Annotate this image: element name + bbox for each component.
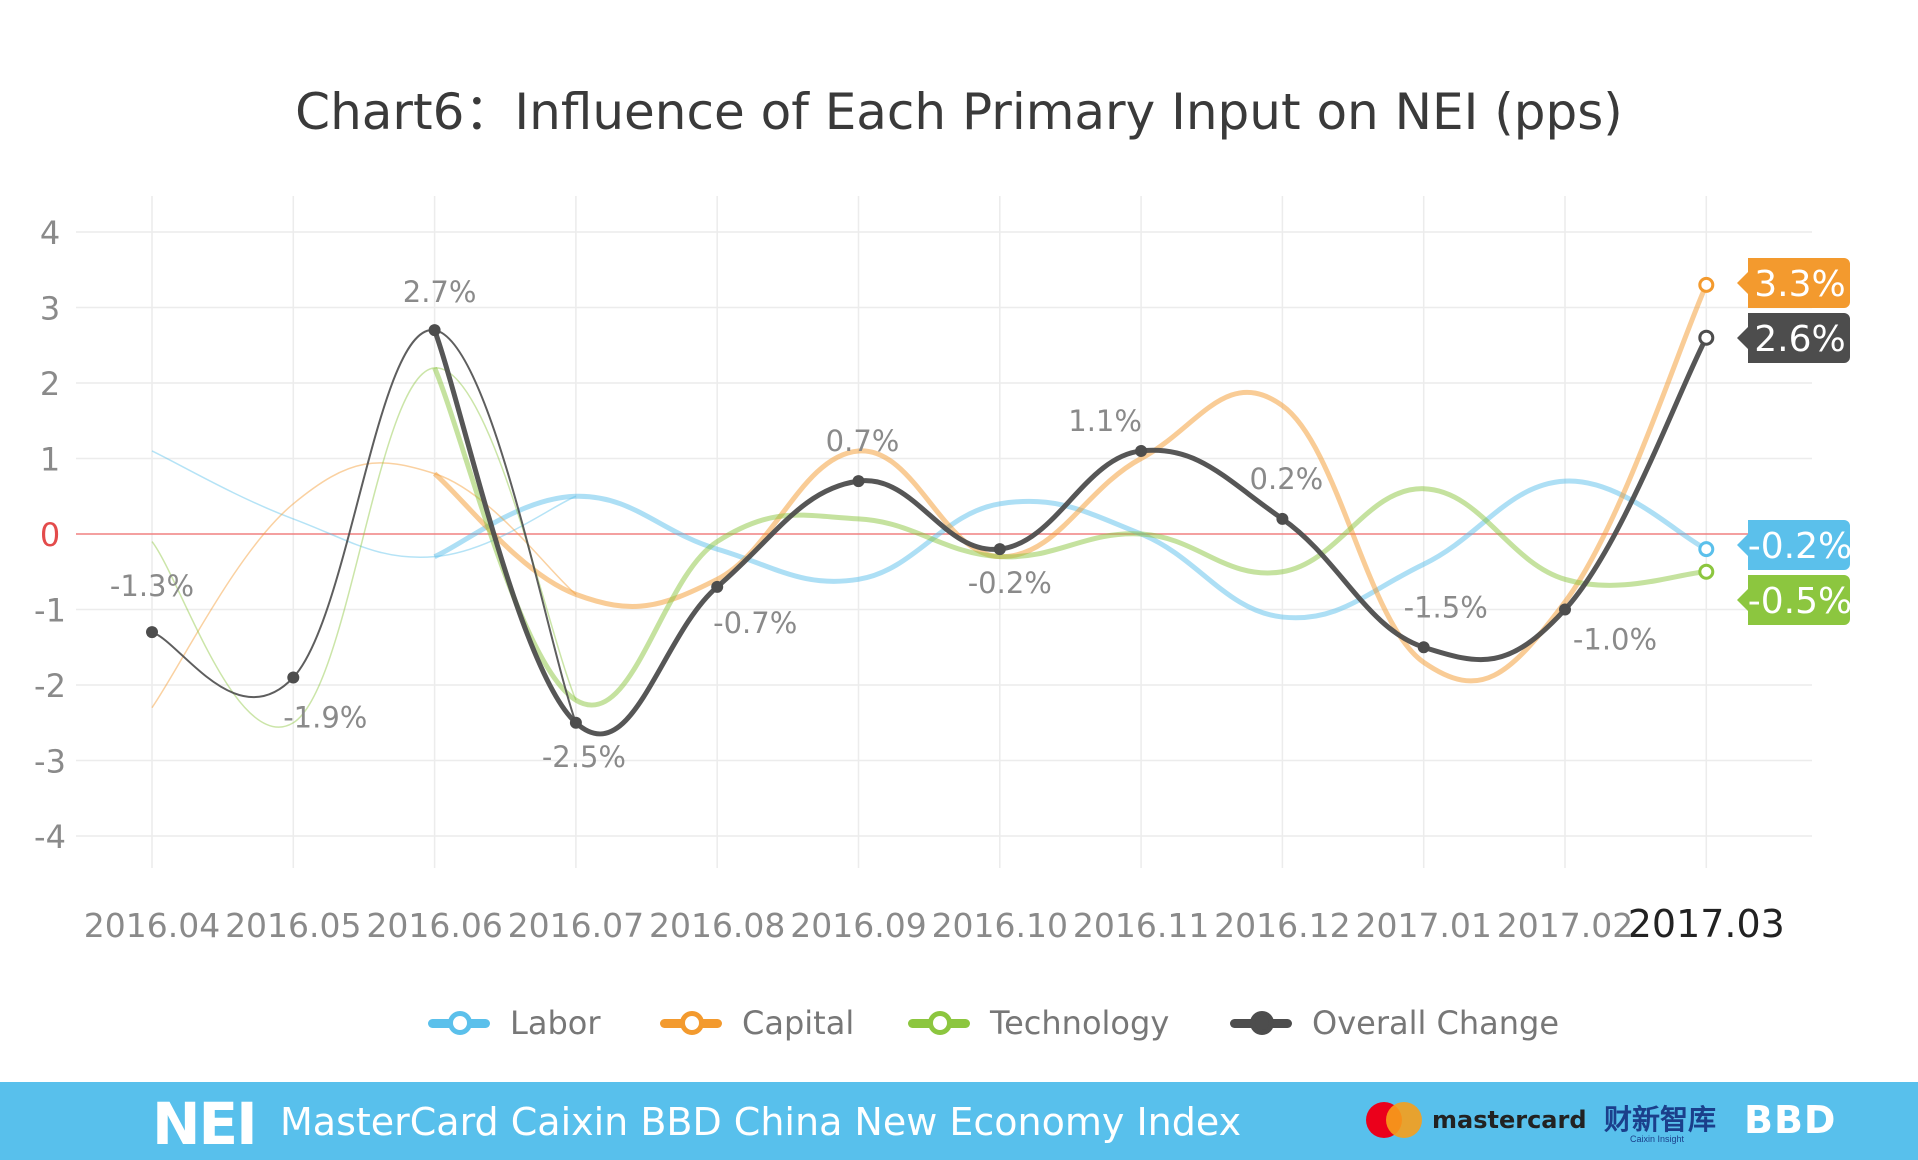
caixin-sublabel: Caixin Insight bbox=[1630, 1134, 1685, 1144]
y-tick-label: -1 bbox=[34, 592, 66, 630]
footer-title: MasterCard Caixin BBD China New Economy … bbox=[280, 1100, 1242, 1144]
end-label-badge-shape bbox=[1737, 575, 1850, 625]
y-tick-label: -4 bbox=[34, 818, 66, 856]
overall-point-marker bbox=[287, 671, 300, 684]
overall-point-marker bbox=[993, 543, 1006, 556]
data-label: 1.1% bbox=[1068, 404, 1142, 438]
series-line-start-overall-change bbox=[151, 329, 577, 724]
x-tick-label: 2016.10 bbox=[932, 906, 1068, 945]
x-tick-label: 2016.07 bbox=[508, 906, 644, 945]
overall-point-marker bbox=[146, 626, 158, 639]
data-label: 0.2% bbox=[1250, 462, 1324, 496]
legend-label-technology: Technology bbox=[990, 1004, 1170, 1042]
x-tick-label: 2016.11 bbox=[1073, 906, 1209, 945]
legend-label-labor: Labor bbox=[510, 1004, 601, 1042]
legend-item-capital[interactable]: Capital bbox=[660, 998, 854, 1048]
end-label-badge: -0.2% bbox=[1737, 520, 1852, 570]
overall-point-marker bbox=[1135, 444, 1148, 457]
data-label: 0.7% bbox=[826, 424, 900, 458]
data-label: -2.5% bbox=[542, 740, 626, 774]
series-line-start-labor bbox=[151, 450, 577, 559]
legend-item-labor[interactable]: Labor bbox=[428, 998, 600, 1048]
caixin-logo: 财新智库 bbox=[1604, 1104, 1717, 1135]
x-tick-label: 2016.09 bbox=[790, 906, 926, 945]
end-label-badge: 2.6% bbox=[1737, 313, 1850, 363]
data-label: -1.3% bbox=[110, 569, 194, 603]
y-tick-label: 4 bbox=[40, 214, 60, 252]
bbd-logo: BBD bbox=[1744, 1098, 1837, 1142]
legend-swatch-capital bbox=[660, 1011, 722, 1035]
series-end-marker-capital bbox=[1698, 276, 1715, 293]
legend-item-technology[interactable]: Technology bbox=[908, 998, 1169, 1048]
series-line-start-capital bbox=[151, 462, 577, 709]
series-line-labor bbox=[433, 478, 1708, 621]
series-line-start-technology bbox=[151, 367, 577, 728]
end-label-text: 3.3% bbox=[1754, 264, 1845, 305]
overall-point-marker bbox=[1559, 603, 1571, 616]
y-tick-label: 2 bbox=[40, 365, 60, 403]
y-tick-label: -3 bbox=[34, 743, 66, 781]
data-label: -0.2% bbox=[968, 566, 1052, 600]
end-label-badge: 3.3% bbox=[1737, 258, 1850, 308]
series-line-technology bbox=[432, 366, 1707, 708]
x-tick-label: 2017.01 bbox=[1355, 906, 1491, 945]
data-label: -1.5% bbox=[1404, 590, 1488, 624]
series-line-overall-change bbox=[432, 329, 1709, 737]
chart-title: Chart6：Influence of Each Primary Input o… bbox=[295, 83, 1623, 141]
end-label-badge: -0.5% bbox=[1737, 575, 1852, 625]
series-end-marker-technology bbox=[1698, 563, 1715, 580]
data-label: 2.7% bbox=[403, 275, 477, 309]
legend: Labor Capital Technology Overall Change bbox=[0, 998, 1918, 1048]
legend-label-overall: Overall Change bbox=[1312, 1004, 1560, 1042]
overall-point-marker bbox=[1276, 512, 1289, 525]
x-tick-label: 2016.04 bbox=[84, 906, 220, 945]
series-line-capital bbox=[432, 283, 1709, 684]
y-tick-label: 0 bbox=[40, 516, 60, 554]
x-tick-label: 2017.02 bbox=[1497, 906, 1633, 945]
mastercard-logo-icon bbox=[1366, 1102, 1422, 1138]
x-tick-label: 2016.12 bbox=[1214, 906, 1350, 945]
data-label: -1.0% bbox=[1573, 623, 1657, 657]
data-label: -1.9% bbox=[283, 700, 367, 734]
series-end-marker-overall-change bbox=[1698, 329, 1715, 346]
x-tick-label: 2016.08 bbox=[649, 906, 785, 945]
x-tick-label: 2016.06 bbox=[366, 906, 502, 945]
overall-point-marker bbox=[428, 324, 441, 337]
nei-logo: NEI bbox=[152, 1090, 258, 1158]
legend-swatch-labor bbox=[428, 1011, 490, 1035]
data-label: -0.7% bbox=[713, 606, 797, 640]
legend-swatch-overall bbox=[1230, 1011, 1292, 1035]
overall-point-marker bbox=[569, 716, 582, 729]
x-tick-label: 2017.03 bbox=[1628, 902, 1785, 946]
end-label-badge-shape bbox=[1737, 313, 1850, 363]
footer-banner: NEI MasterCard Caixin BBD China New Econ… bbox=[0, 1082, 1918, 1160]
legend-swatch-technology bbox=[908, 1011, 970, 1035]
y-tick-label: -2 bbox=[34, 667, 66, 705]
y-tick-label: 1 bbox=[40, 441, 60, 479]
series-end-marker-labor bbox=[1698, 541, 1715, 558]
end-label-text: -0.5% bbox=[1748, 581, 1852, 622]
y-tick-label: 3 bbox=[40, 290, 60, 328]
mastercard-wordmark: mastercard bbox=[1432, 1106, 1587, 1134]
end-label-badge-shape bbox=[1737, 258, 1850, 308]
legend-label-capital: Capital bbox=[742, 1004, 855, 1042]
overall-point-marker bbox=[711, 580, 724, 593]
end-label-text: -0.2% bbox=[1748, 526, 1852, 567]
x-tick-label: 2016.05 bbox=[225, 906, 361, 945]
overall-point-marker bbox=[1417, 641, 1430, 654]
end-label-badge-shape bbox=[1737, 520, 1850, 570]
end-label-text: 2.6% bbox=[1754, 319, 1845, 360]
legend-item-overall[interactable]: Overall Change bbox=[1230, 998, 1559, 1048]
overall-point-marker bbox=[852, 475, 865, 488]
